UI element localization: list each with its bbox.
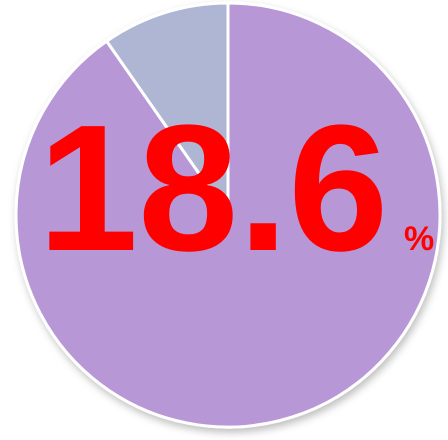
annotation-unit: % <box>404 220 434 258</box>
pie <box>14 1 442 429</box>
pie-slice <box>105 1 230 217</box>
annotation-number: 18.6 <box>38 88 388 289</box>
